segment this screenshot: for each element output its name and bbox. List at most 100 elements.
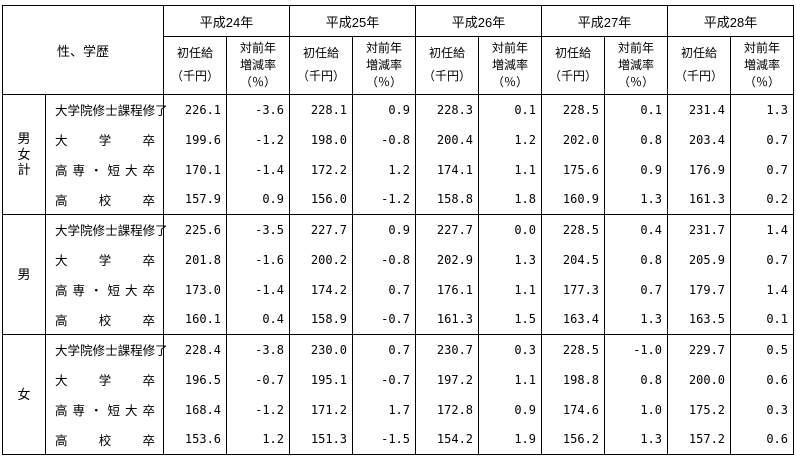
- subheader-rate-line: 増減率: [492, 57, 529, 72]
- subheader-salary: 初任給 （千円）: [289, 36, 354, 95]
- subheader-rate-line: 増減率: [366, 57, 403, 72]
- salary-value: 154.2: [415, 424, 480, 455]
- subheader-salary: 初任給 （千円）: [541, 36, 606, 95]
- rate-value: 0.2: [730, 184, 795, 215]
- education-label: 高校卒: [55, 193, 156, 208]
- subheader-rate: 対前年 増減率 （％）: [730, 36, 795, 95]
- subheader-salary-line: （千円）: [423, 68, 472, 83]
- year-header-h26: 平成26年: [415, 5, 543, 37]
- education-cell: 高専・短大卒: [44, 154, 165, 185]
- rate-value: 0.7: [604, 274, 669, 305]
- education-label: 高専・短大卒: [55, 164, 156, 178]
- subheader-salary-line: 初任給: [429, 46, 466, 61]
- group-label: 男女計: [17, 130, 31, 178]
- rate-value: 1.1: [478, 364, 543, 395]
- rate-value: -3.8: [226, 334, 291, 365]
- salary-value: 175.6: [541, 154, 606, 185]
- education-label: 高校卒: [55, 433, 156, 448]
- subheader-salary-line: （千円）: [675, 68, 724, 83]
- rate-value: -1.2: [226, 394, 291, 425]
- salary-value: 170.1: [163, 154, 228, 185]
- subheader-rate: 対前年 増減率 （％）: [478, 36, 543, 95]
- salary-value: 172.8: [415, 394, 480, 425]
- rate-value: -3.6: [226, 94, 291, 125]
- salary-value: 198.0: [289, 124, 354, 155]
- subheader-rate-lines: 対前年 増減率 （％）: [227, 39, 289, 93]
- salary-value: 175.2: [667, 394, 732, 425]
- table-row: 高校卒 153.6 1.2 151.3 -1.5 154.2 1.9 156.2 1.3 157.…: [3, 424, 795, 455]
- subheader-rate-line: 対前年: [366, 40, 403, 55]
- rate-value: -1.2: [352, 184, 417, 215]
- rate-value: 0.7: [730, 124, 795, 155]
- salary-value: 161.3: [415, 304, 480, 335]
- rate-value: -1.2: [226, 124, 291, 155]
- education-cell: 大学卒: [44, 244, 165, 275]
- year-header-h24: 平成24年: [163, 5, 291, 37]
- subheader-salary-lines: 初任給 （千円）: [164, 39, 226, 93]
- education-cell: 高校卒: [44, 184, 165, 215]
- subheader-rate: 対前年 増減率 （％）: [604, 36, 669, 95]
- subheader-salary: 初任給 （千円）: [667, 36, 732, 95]
- group-cell: 男女計: [2, 94, 46, 215]
- subheader-rate: 対前年 増減率 （％）: [226, 36, 291, 95]
- year-header-h27: 平成27年: [541, 5, 669, 37]
- rate-value: -1.6: [226, 244, 291, 275]
- table-row: 高校卒 160.1 0.4 158.9 -0.7 161.3 1.5 163.4 1.3 163.…: [3, 304, 795, 335]
- rate-value: 1.3: [604, 424, 669, 455]
- education-label: 大学卒: [55, 254, 156, 268]
- table-body: 男女計大学院修士課程修了 226.1 -3.6 228.1 0.9 228.3 0.1 228…: [2, 94, 795, 455]
- rate-value: 1.2: [226, 424, 291, 455]
- salary-value: 204.5: [541, 244, 606, 275]
- rate-value: 0.6: [730, 424, 795, 455]
- salary-value: 199.6: [163, 124, 228, 155]
- education-cell: 大学院修士課程修了: [44, 94, 168, 125]
- rate-value: 0.1: [730, 304, 795, 335]
- salary-value: 227.7: [415, 214, 480, 245]
- subheader-salary-line: 初任給: [555, 46, 592, 61]
- salary-value: 196.5: [163, 364, 228, 395]
- salary-value: 200.0: [667, 364, 732, 395]
- salary-value: 228.3: [415, 94, 480, 125]
- education-cell: 大学卒: [44, 364, 165, 395]
- salary-value: 151.3: [289, 424, 354, 455]
- rate-value: 0.1: [604, 94, 669, 125]
- salary-value: 228.5: [541, 214, 606, 245]
- subheader-salary: 初任給 （千円）: [415, 36, 480, 95]
- salary-value: 225.6: [163, 214, 228, 245]
- rate-value: 1.1: [478, 154, 543, 185]
- year-header-h28: 平成28年: [667, 5, 795, 37]
- salary-value: 160.9: [541, 184, 606, 215]
- subheader-salary-line: 初任給: [303, 46, 340, 61]
- subheader-rate-lines: 対前年 増減率 （％）: [479, 39, 541, 93]
- salary-value: 174.2: [289, 274, 354, 305]
- group-cell: 女: [2, 334, 46, 455]
- education-cell: 高専・短大卒: [44, 394, 165, 425]
- salary-value: 197.2: [415, 364, 480, 395]
- rate-value: 0.5: [730, 334, 795, 365]
- salary-value: 200.2: [289, 244, 354, 275]
- subheader-salary-lines: 初任給 （千円）: [668, 39, 730, 93]
- subheader-salary: 初任給 （千円）: [163, 36, 228, 95]
- rate-value: 0.3: [478, 334, 543, 365]
- rate-value: 0.7: [352, 334, 417, 365]
- salary-value: 157.9: [163, 184, 228, 215]
- subheader-salary-line: （千円）: [171, 68, 220, 83]
- rate-value: 1.4: [730, 214, 795, 245]
- salary-value: 203.4: [667, 124, 732, 155]
- rate-value: 1.3: [730, 94, 795, 125]
- education-label: 大学卒: [55, 374, 156, 388]
- rate-value: 0.1: [478, 94, 543, 125]
- salary-value: 201.8: [163, 244, 228, 275]
- subheader-rate-lines: 対前年 増減率 （％）: [605, 39, 667, 93]
- rate-value: -3.5: [226, 214, 291, 245]
- subheader-row: 初任給 （千円） 対前年 増減率 （％） 初任給 （千円） 対前年 増減率 （％） 初任給 （千円） 対…: [3, 36, 795, 95]
- rate-value: 0.7: [730, 244, 795, 275]
- rate-value: -1.0: [604, 334, 669, 365]
- salary-value: 163.5: [667, 304, 732, 335]
- table-row: 高校卒 157.9 0.9 156.0 -1.2 158.8 1.8 160.9 1.3 161.…: [3, 184, 795, 215]
- salary-value: 202.0: [541, 124, 606, 155]
- subheader-rate-line: 対前年: [492, 40, 529, 55]
- salary-value: 168.4: [163, 394, 228, 425]
- salary-value: 156.0: [289, 184, 354, 215]
- salary-value: 195.1: [289, 364, 354, 395]
